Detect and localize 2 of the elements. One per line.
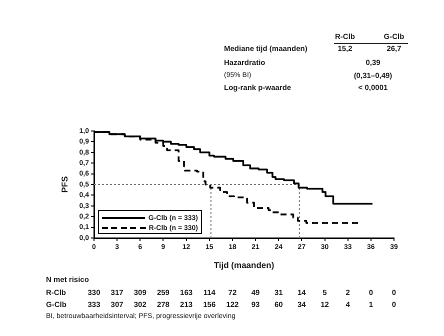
y-axis-title: PFS bbox=[59, 176, 70, 193]
x-axis-title: Tijd (maanden) bbox=[214, 260, 274, 270]
